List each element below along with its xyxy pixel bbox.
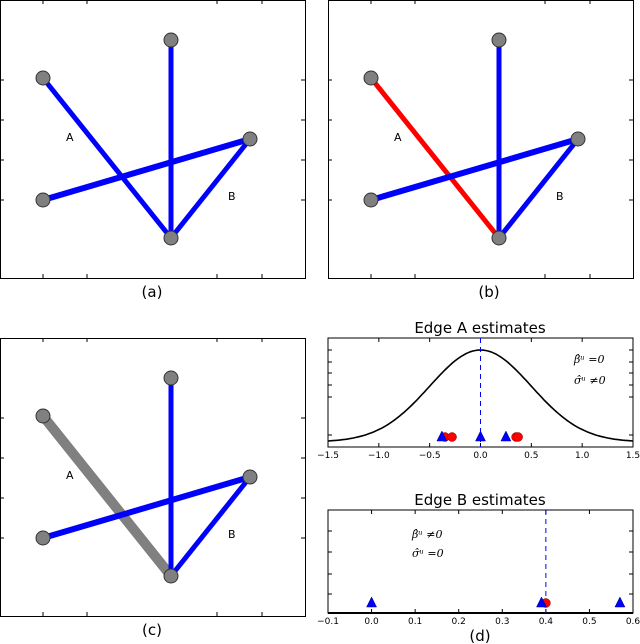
graph-node <box>35 408 51 424</box>
triangle-marker <box>366 596 377 608</box>
edge-A <box>369 76 501 240</box>
x-tick-label: 0.0 <box>364 617 379 627</box>
graph-edges <box>369 40 580 240</box>
edge-label-a: A <box>394 131 402 144</box>
graph-node <box>35 70 51 86</box>
edge-label-a: A <box>66 131 74 144</box>
graph-nodes <box>35 32 258 246</box>
estimate-markers <box>436 430 523 442</box>
edge-cross <box>42 474 251 541</box>
panel-label-d: (d) <box>469 627 490 644</box>
graph-node <box>491 32 507 48</box>
edge-label-b: B <box>228 190 236 203</box>
graph-node <box>363 70 379 86</box>
graph-node <box>242 131 258 147</box>
graph-node <box>163 370 179 386</box>
x-tick-label: −0.1 <box>317 617 339 627</box>
annotation-beta: β̂ᵘ =0 <box>573 353 604 366</box>
graph-node <box>35 192 51 208</box>
edge-B <box>497 137 580 240</box>
x-axis-ticks: −0.1 0.0 0.1 0.2 0.3 0.4 0.5 0.6 <box>317 510 640 627</box>
graph-edges <box>39 378 252 580</box>
triangle-marker <box>500 430 512 442</box>
triangle-marker <box>436 430 448 442</box>
graph-node <box>491 230 507 246</box>
estimate-markers <box>366 596 626 608</box>
chart-title: Edge A estimates <box>414 319 546 337</box>
graph-edges <box>41 40 252 240</box>
graph-node <box>163 32 179 48</box>
plot-frame <box>328 0 634 279</box>
chart-edge-a-estimates: Edge A estimates −1.5 −1.0 −0.5 0.0 0.5 1.0 1.… <box>317 319 640 461</box>
graph-nodes <box>363 32 586 246</box>
axis-ticks <box>0 0 305 278</box>
x-tick-label: 1.0 <box>575 451 590 461</box>
y-axis-ticks <box>328 530 633 595</box>
x-axis-ticks: −1.5 −1.0 −0.5 0.0 0.5 1.0 1.5 <box>317 338 640 461</box>
annotation-sigma: σ̂ᵘ ≠0 <box>574 374 606 387</box>
triangle-marker <box>614 596 626 608</box>
annotation-sigma: σ̂ᵘ =0 <box>412 547 444 560</box>
circle-marker <box>447 432 457 442</box>
plot-frame <box>327 509 634 614</box>
panel-label-a: (a) <box>142 283 163 301</box>
triangle-marker <box>475 430 486 442</box>
axis-ticks <box>0 338 305 616</box>
x-tick-label: −0.5 <box>419 451 441 461</box>
x-tick-label: 0.0 <box>473 451 488 461</box>
x-tick-label: 0.3 <box>495 617 509 627</box>
graph-node <box>163 568 179 584</box>
x-tick-label: 0.4 <box>539 617 554 627</box>
edge-B <box>169 475 252 578</box>
chart-title: Edge B estimates <box>414 491 546 509</box>
x-tick-label: −1.0 <box>368 451 390 461</box>
edge-label-b: B <box>556 190 564 203</box>
triangle-marker <box>536 596 547 608</box>
edge-cross <box>370 136 579 203</box>
panel-label-c: (c) <box>142 621 162 639</box>
x-tick-label: 0.1 <box>408 617 422 627</box>
edge-label-a: A <box>66 469 74 482</box>
x-tick-label: 0.5 <box>524 451 538 461</box>
circle-marker <box>513 432 523 442</box>
edge-A <box>41 76 173 240</box>
chart-edge-b-estimates: Edge B estimates −0.1 0.0 0.1 0.2 0.3 0.4 0.5 0… <box>317 491 640 627</box>
x-tick-label: −1.5 <box>317 451 339 461</box>
x-tick-label: 0.6 <box>626 617 640 627</box>
edge-B <box>169 137 252 240</box>
panel-b-graph: A B <box>328 0 634 279</box>
x-tick-label: 0.2 <box>452 617 466 627</box>
graph-node <box>242 469 258 485</box>
graph-node <box>570 131 586 147</box>
graph-node <box>163 230 179 246</box>
graph-node <box>363 192 379 208</box>
y-axis-ticks <box>328 349 633 436</box>
x-tick-label: 0.5 <box>582 617 596 627</box>
panel-a-graph: A B <box>0 0 306 279</box>
edge-A <box>39 412 175 580</box>
edge-cross <box>42 136 251 203</box>
panel-c-graph: A B <box>0 338 306 617</box>
graph-nodes <box>35 370 258 584</box>
panel-label-b: (b) <box>478 283 499 301</box>
plot-frame <box>0 0 306 279</box>
edge-label-b: B <box>228 528 236 541</box>
axis-ticks <box>328 0 633 278</box>
graph-node <box>35 530 51 546</box>
x-tick-label: 1.5 <box>626 451 640 461</box>
plot-frame <box>0 338 306 617</box>
annotation-beta: β̂ᵘ ≠0 <box>411 528 442 541</box>
